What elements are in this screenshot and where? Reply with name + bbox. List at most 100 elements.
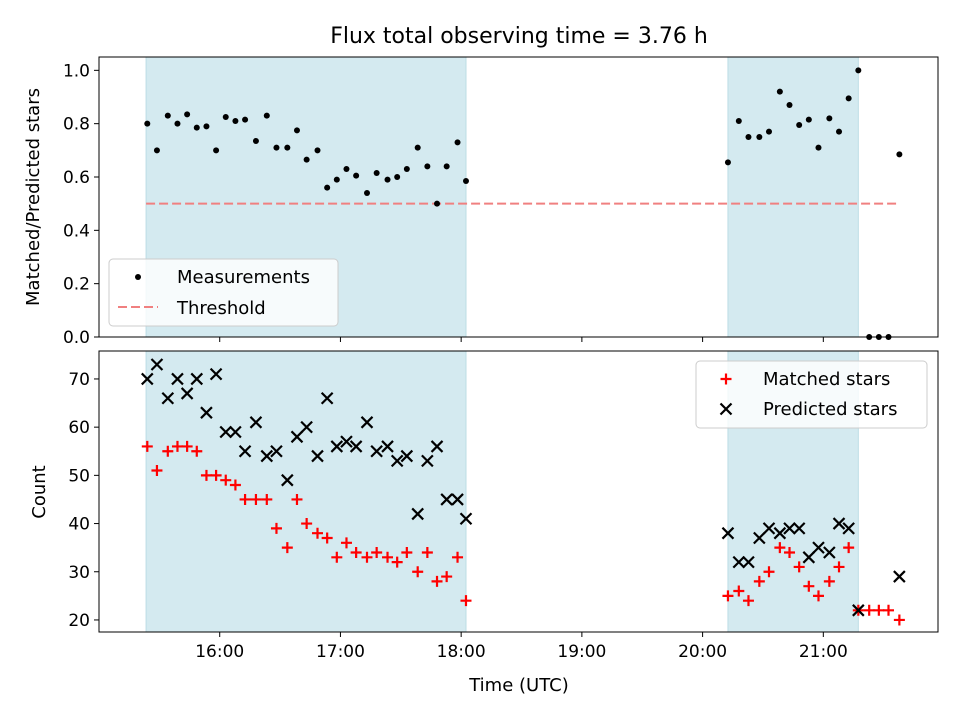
matched-star-point xyxy=(371,546,383,558)
measurement-point xyxy=(845,95,852,102)
matched-star-point xyxy=(281,542,293,554)
predicted-star-point xyxy=(381,440,394,453)
matched-star-point xyxy=(412,566,424,578)
predicted-star-point xyxy=(842,522,855,535)
predicted-star-point xyxy=(161,391,175,405)
measurement-point xyxy=(756,134,763,140)
predicted-star-point xyxy=(762,522,776,535)
measurement-point xyxy=(203,123,210,130)
measurement-point xyxy=(805,116,812,123)
predicted-star-point xyxy=(773,526,787,540)
measurement-point xyxy=(314,147,321,154)
measurement-point xyxy=(724,159,731,166)
matched-star-point xyxy=(301,518,313,530)
legend-measurements-label: Measurements xyxy=(177,267,310,288)
measurement-point xyxy=(796,122,803,128)
matched-star-point xyxy=(803,580,815,592)
measurement-point xyxy=(144,120,151,127)
matched-star-point xyxy=(350,546,362,558)
predicted-star-point xyxy=(320,391,334,405)
measurement-point xyxy=(343,166,350,172)
predicted-star-point xyxy=(330,440,344,453)
measurement-point xyxy=(263,112,270,119)
predicted-star-point xyxy=(451,493,464,506)
predicted-star-point xyxy=(171,372,184,386)
matched-star-point xyxy=(893,614,905,626)
bottom-x-tick-label: 18:00 xyxy=(437,642,486,662)
predicted-star-point xyxy=(440,493,453,506)
predicted-star-point xyxy=(238,444,252,458)
matched-star-point xyxy=(181,440,193,452)
measurement-point xyxy=(394,174,401,180)
predicted-star-point xyxy=(852,604,865,617)
measurement-point xyxy=(896,151,903,158)
legend-predicted-label: Predicted stars xyxy=(763,399,897,420)
top-shaded-interval xyxy=(727,56,859,338)
bottom-y-tick-label: 60 xyxy=(68,418,90,438)
matched-star-point xyxy=(391,556,403,568)
predicted-star-point xyxy=(792,522,806,535)
bottom-y-axis-label: Count xyxy=(29,465,50,518)
measurement-point xyxy=(353,172,360,179)
matched-star-point xyxy=(883,604,895,616)
bottom-x-tick-label: 16:00 xyxy=(195,642,244,662)
matched-star-point xyxy=(863,604,875,616)
matched-star-point xyxy=(270,522,282,534)
bottom-legend: Matched stars Predicted stars xyxy=(695,360,928,429)
predicted-star-point xyxy=(753,531,766,545)
matched-star-point xyxy=(361,551,373,563)
matched-star-point xyxy=(843,542,855,554)
predicted-star-point xyxy=(823,546,836,559)
legend-predicted-marker xyxy=(719,402,733,416)
predicted-star-point xyxy=(349,440,363,453)
matched-star-point xyxy=(812,590,824,602)
bottom-shaded-interval xyxy=(145,350,467,633)
predicted-star-point xyxy=(742,555,755,569)
matched-star-point xyxy=(200,469,212,481)
predicted-star-point xyxy=(411,507,424,521)
measurement-point xyxy=(363,190,370,196)
matched-star-point xyxy=(784,546,796,558)
matched-star-point xyxy=(162,445,174,457)
predicted-star-point xyxy=(360,416,374,429)
matched-star-point xyxy=(229,479,241,491)
top-y-tick-label: 0.8 xyxy=(63,115,90,135)
top-axes-frame xyxy=(98,56,939,338)
measurement-point xyxy=(174,120,181,127)
matched-star-point xyxy=(291,493,303,505)
matched-star-point xyxy=(171,440,183,452)
top-y-tick-label: 0.2 xyxy=(63,275,90,295)
predicted-star-point xyxy=(459,512,473,526)
bottom-panel: 20 30 40 50 60 70 16:00 17:00 18:00 19:00 20:00 21:… xyxy=(68,350,939,662)
predicted-star-point xyxy=(141,372,154,386)
predicted-star-point xyxy=(721,526,735,540)
matched-star-point xyxy=(191,445,203,457)
measurement-point xyxy=(213,147,220,154)
predicted-star-point xyxy=(390,454,404,468)
matched-star-point xyxy=(141,440,153,452)
matched-star-point xyxy=(742,595,754,607)
measurement-point xyxy=(384,176,391,183)
measurement-point xyxy=(462,178,469,184)
measurement-point xyxy=(745,134,752,140)
matched-star-point xyxy=(873,604,885,616)
measurement-point xyxy=(826,115,833,122)
measurement-point xyxy=(836,128,843,135)
legend-measurements-marker xyxy=(135,274,141,280)
matched-star-point xyxy=(321,532,333,544)
predicted-star-point xyxy=(311,449,324,463)
bottom-y-tick-label: 70 xyxy=(68,370,90,390)
measurement-point xyxy=(232,118,239,124)
matched-star-point xyxy=(151,465,163,477)
x-axis-label: Time (UTC) xyxy=(468,675,569,696)
measurement-point xyxy=(855,67,862,74)
predicted-star-point xyxy=(732,555,746,569)
predicted-star-point xyxy=(421,454,434,468)
bottom-x-tick-label: 21:00 xyxy=(799,642,848,662)
predicted-star-point xyxy=(229,425,242,439)
matched-star-point xyxy=(452,551,464,563)
predicted-star-point xyxy=(281,473,294,487)
predicted-star-point xyxy=(180,387,194,400)
legend-matched-marker xyxy=(720,373,732,385)
matched-star-point xyxy=(733,585,745,597)
